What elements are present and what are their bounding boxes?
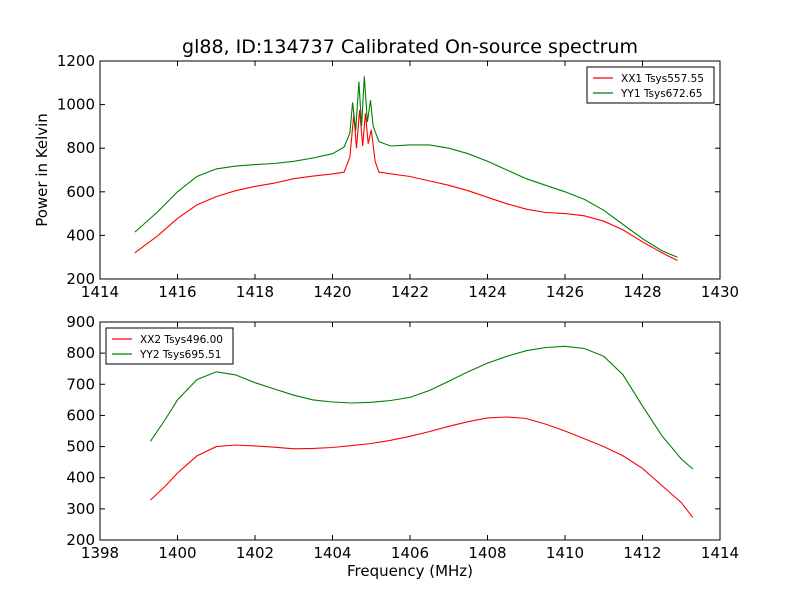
- y-tick-label: 600: [66, 183, 95, 201]
- y-tick-label: 700: [66, 375, 95, 393]
- x-tick-label: 1402: [236, 544, 274, 562]
- legend: XX1 Tsys557.55 YY1 Tsys672.65: [586, 66, 715, 104]
- top-panel: 1414 1416 1418 1420 1422 1424 1426 1428 1430 200 4…: [33, 52, 739, 301]
- series-line-1-1: [134, 109, 678, 261]
- x-tick-label: 1416: [158, 283, 196, 301]
- series-line-1-2: [134, 76, 678, 258]
- y-tick-label: 1000: [57, 96, 95, 114]
- x-axis-label: Frequency (MHz): [347, 562, 473, 580]
- legend-box: [586, 66, 715, 104]
- legend-label-2: YY2 Tsys695.51: [139, 349, 221, 361]
- y-tick-label: 1200: [57, 52, 95, 70]
- legend-label-1: XX2 Tsys496.00: [140, 334, 223, 346]
- x-tick-label: 1426: [546, 283, 584, 301]
- x-tick-label: 1412: [623, 544, 661, 562]
- x-tick-label: 1430: [701, 283, 739, 301]
- x-tick-label: 1414: [81, 283, 119, 301]
- y-axis-label: Power in Kelvin: [33, 113, 51, 227]
- figure-title: gl88, ID:134737 Calibrated On-source spe…: [182, 36, 638, 58]
- x-tick-label: 1406: [391, 544, 429, 562]
- x-tick-label: 1414: [701, 544, 739, 562]
- y-tick-label: 400: [66, 469, 95, 487]
- legend-label-1: XX1 Tsys557.55: [621, 73, 704, 85]
- y-tick-label: 900: [66, 313, 95, 331]
- y-tick-label: 600: [66, 406, 95, 424]
- bottom-panel: 1398 1400 1402 1404 1406 1408 1410 1412 1414 200 3…: [66, 313, 739, 580]
- series-line-2-1: [150, 416, 694, 518]
- y-tick-label: 300: [66, 500, 95, 518]
- x-tick-label: 1422: [391, 283, 429, 301]
- y-tick-label: 800: [66, 139, 95, 157]
- x-tick-label: 1400: [158, 544, 196, 562]
- x-tick-label: 1428: [623, 283, 661, 301]
- x-tick-label: 1404: [313, 544, 351, 562]
- y-tick-label: 200: [66, 270, 95, 288]
- y-tick-label: 200: [66, 531, 95, 549]
- x-tick-label: 1418: [236, 283, 274, 301]
- legend-box: [105, 327, 234, 365]
- y-tick-label: 400: [66, 226, 95, 244]
- series-line-2-2: [149, 345, 694, 470]
- legend-label-2: YY1 Tsys672.65: [620, 88, 702, 100]
- legend: XX2 Tsys496.00 YY2 Tsys695.51: [105, 327, 234, 365]
- x-tick-label: 1424: [468, 283, 506, 301]
- x-tick-label: 1398: [81, 544, 119, 562]
- y-tick-label: 800: [66, 344, 95, 362]
- x-tick-label: 1408: [468, 544, 506, 562]
- x-tick-label: 1410: [546, 544, 584, 562]
- x-tick-label: 1420: [313, 283, 351, 301]
- y-tick-label: 500: [66, 438, 95, 456]
